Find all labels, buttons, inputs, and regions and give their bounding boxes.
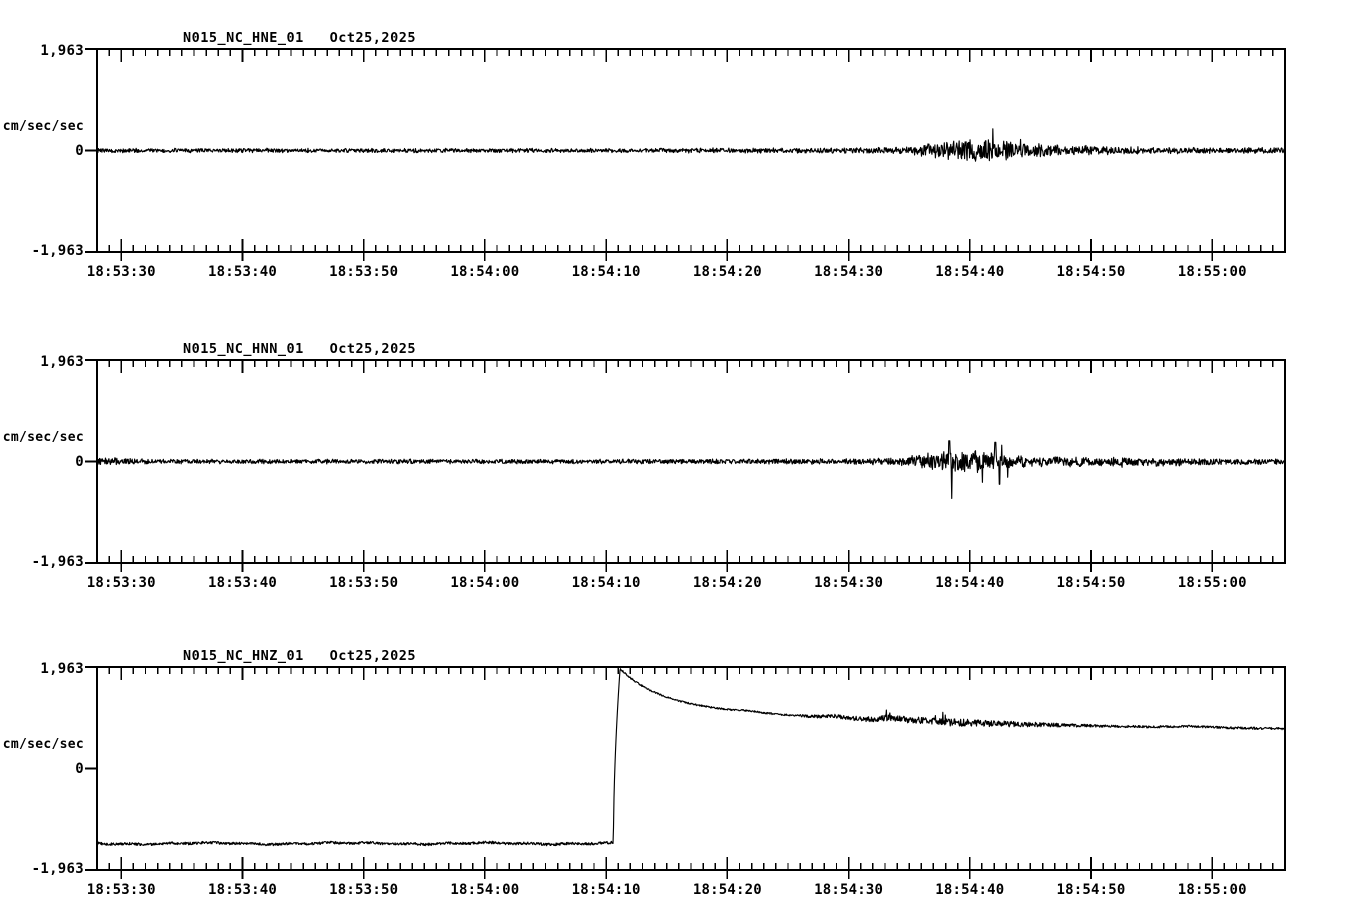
x-tick-label: 18:55:00	[1177, 882, 1247, 898]
x-tick-label: 18:54:00	[450, 882, 520, 898]
x-tick-label: 18:54:20	[692, 575, 762, 591]
x-tick-label: 18:54:50	[1056, 882, 1126, 898]
panel-title-hnz: N015_NC_HNZ_01 Oct25,2025	[183, 648, 416, 664]
seismogram-panel-hnn: N015_NC_HNN_01 Oct25,2025 cm/sec/sec 1,9…	[0, 311, 1358, 611]
plot-area-hnz	[85, 666, 1286, 879]
y-axis-units-hnz: cm/sec/sec	[2, 737, 84, 752]
x-tick-label: 18:53:50	[329, 575, 399, 591]
plot-area-hnn	[85, 359, 1286, 572]
seismogram-panel-hnz: N015_NC_HNZ_01 Oct25,2025 cm/sec/sec 1,9…	[0, 618, 1358, 924]
plot-area-hne	[85, 48, 1286, 261]
y-tick-zero-hnz: 0	[75, 761, 84, 777]
x-tick-label: 18:53:50	[329, 264, 399, 280]
x-tick-label: 18:54:10	[571, 575, 641, 591]
y-tick-min-hne: -1,963	[31, 243, 84, 259]
y-tick-zero-hne: 0	[75, 143, 84, 159]
panel-title-hnn: N015_NC_HNN_01 Oct25,2025	[183, 341, 416, 357]
x-tick-label: 18:54:50	[1056, 575, 1126, 591]
y-tick-min-hnz: -1,963	[31, 861, 84, 877]
y-tick-max-hnz: 1,963	[40, 661, 84, 677]
x-tick-label: 18:54:00	[450, 575, 520, 591]
x-tick-label: 18:53:50	[329, 882, 399, 898]
x-tick-label: 18:54:20	[692, 882, 762, 898]
y-axis-units-hne: cm/sec/sec	[2, 119, 84, 134]
x-tick-label: 18:54:30	[814, 575, 884, 591]
panel-title-hne: N015_NC_HNE_01 Oct25,2025	[183, 30, 416, 46]
y-axis-units-hnn: cm/sec/sec	[2, 430, 84, 445]
trace-hnz	[96, 668, 1286, 847]
x-tick-label: 18:53:30	[86, 575, 156, 591]
y-tick-min-hnn: -1,963	[31, 554, 84, 570]
x-tick-label: 18:54:20	[692, 264, 762, 280]
x-tick-label: 18:54:40	[935, 264, 1005, 280]
seismogram-panel-hne: N015_NC_HNE_01 Oct25,2025 cm/sec/sec 1,9…	[0, 0, 1358, 300]
trace-hne	[96, 128, 1286, 162]
x-tick-label: 18:54:40	[935, 575, 1005, 591]
x-tick-label: 18:53:40	[207, 575, 277, 591]
x-tick-label: 18:53:40	[207, 264, 277, 280]
trace-hnn	[96, 440, 1286, 500]
y-tick-max-hne: 1,963	[40, 43, 84, 59]
x-tick-label: 18:53:40	[207, 882, 277, 898]
x-tick-label: 18:54:50	[1056, 264, 1126, 280]
y-tick-zero-hnn: 0	[75, 454, 84, 470]
y-tick-max-hnn: 1,963	[40, 354, 84, 370]
x-tick-label: 18:54:40	[935, 882, 1005, 898]
x-tick-label: 18:54:10	[571, 882, 641, 898]
x-tick-label: 18:53:30	[86, 264, 156, 280]
x-tick-label: 18:54:30	[814, 264, 884, 280]
x-tick-label: 18:54:10	[571, 264, 641, 280]
x-tick-label: 18:55:00	[1177, 264, 1247, 280]
x-tick-label: 18:54:30	[814, 882, 884, 898]
x-tick-label: 18:55:00	[1177, 575, 1247, 591]
x-tick-label: 18:53:30	[86, 882, 156, 898]
x-tick-label: 18:54:00	[450, 264, 520, 280]
